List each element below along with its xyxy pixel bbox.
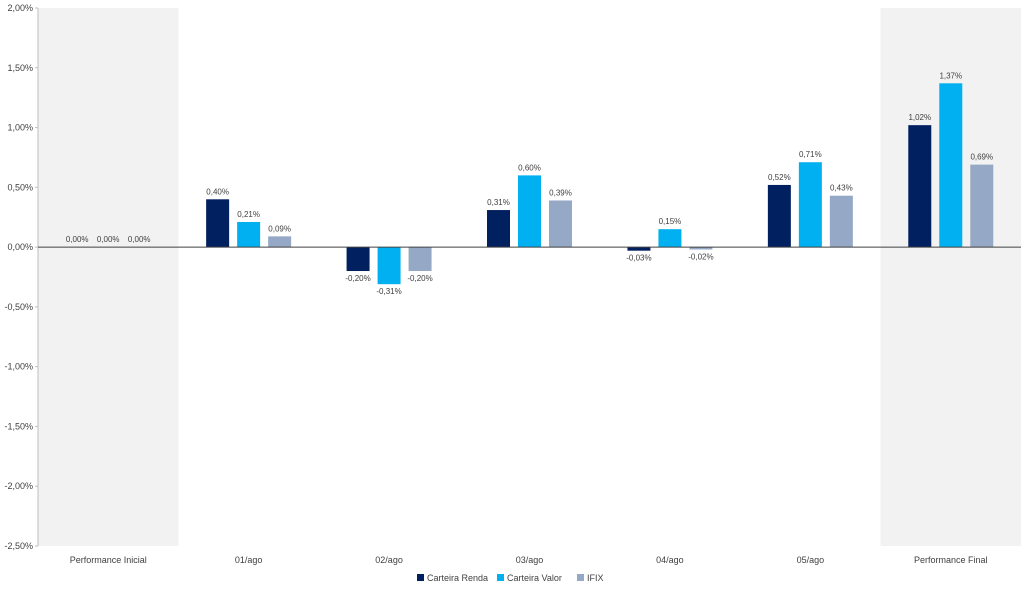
data-label: 0,00% xyxy=(66,235,89,244)
legend-item: Carteira Valor xyxy=(497,573,562,583)
legend-label: IFIX xyxy=(587,573,604,583)
legend-swatch xyxy=(497,574,504,581)
data-label: 0,69% xyxy=(970,153,993,162)
legend-swatch xyxy=(417,574,424,581)
bar xyxy=(658,229,682,248)
bar xyxy=(627,247,651,251)
y-tick-label: -2,00% xyxy=(4,481,33,491)
data-label: 0,21% xyxy=(237,210,260,219)
legend-label: Carteira Valor xyxy=(507,573,562,583)
data-label: -0,20% xyxy=(407,274,432,283)
bar xyxy=(829,195,853,248)
y-tick-label: 2,00% xyxy=(7,3,33,13)
x-tick-label: 05/ago xyxy=(797,555,825,565)
bar xyxy=(377,247,401,285)
data-label: 0,43% xyxy=(830,184,853,193)
data-label: 0,09% xyxy=(268,224,291,233)
data-label: 0,71% xyxy=(799,150,822,159)
bar xyxy=(237,222,261,248)
bar xyxy=(549,200,572,248)
data-label: -0,03% xyxy=(626,254,651,263)
bar xyxy=(908,125,932,248)
data-label: 0,00% xyxy=(128,235,151,244)
legend-swatch xyxy=(577,574,584,581)
y-tick-label: -1,00% xyxy=(4,362,33,372)
x-tick-label: Performance Inicial xyxy=(70,555,147,565)
y-tick-label: 0,50% xyxy=(7,182,33,192)
data-label: 0,39% xyxy=(549,188,572,197)
data-label: 1,37% xyxy=(939,71,962,80)
y-tick-label: 0,00% xyxy=(7,242,33,252)
y-tick-label: -0,50% xyxy=(4,302,33,312)
data-label: 0,60% xyxy=(518,163,541,172)
x-tick-label: 04/ago xyxy=(656,555,684,565)
legend-item: Carteira Renda xyxy=(417,573,488,583)
y-tick-label: 1,50% xyxy=(7,63,33,73)
bar xyxy=(689,247,713,250)
bar xyxy=(970,164,994,248)
bar xyxy=(408,247,432,272)
bar xyxy=(346,247,370,272)
data-label: 0,31% xyxy=(487,198,510,207)
data-label: 0,52% xyxy=(768,173,791,182)
data-label: -0,20% xyxy=(345,274,370,283)
data-label: 0,40% xyxy=(206,187,229,196)
data-label: 0,15% xyxy=(659,217,682,226)
data-label: 0,00% xyxy=(97,235,120,244)
x-tick-label: Performance Final xyxy=(914,555,988,565)
bar xyxy=(798,162,822,248)
y-tick-label: 1,00% xyxy=(7,123,33,133)
data-label: 1,02% xyxy=(908,113,931,122)
y-tick-label: -2,50% xyxy=(4,541,33,551)
data-label: -0,31% xyxy=(376,287,401,296)
bar xyxy=(518,175,541,248)
legend-item: IFIX xyxy=(577,573,604,583)
x-tick-label: 03/ago xyxy=(516,555,544,565)
x-tick-label: 01/ago xyxy=(235,555,263,565)
highlight-band xyxy=(38,8,179,546)
bar xyxy=(487,210,510,248)
x-tick-label: 02/ago xyxy=(375,555,403,565)
bar xyxy=(206,199,230,248)
bar xyxy=(767,184,791,248)
legend: Carteira Renda Carteira Valor IFIX xyxy=(417,573,604,583)
bar xyxy=(939,83,963,248)
y-tick-label: -1,50% xyxy=(4,421,33,431)
bar xyxy=(268,236,292,248)
data-label: -0,02% xyxy=(688,253,713,262)
legend-label: Carteira Renda xyxy=(427,573,488,583)
